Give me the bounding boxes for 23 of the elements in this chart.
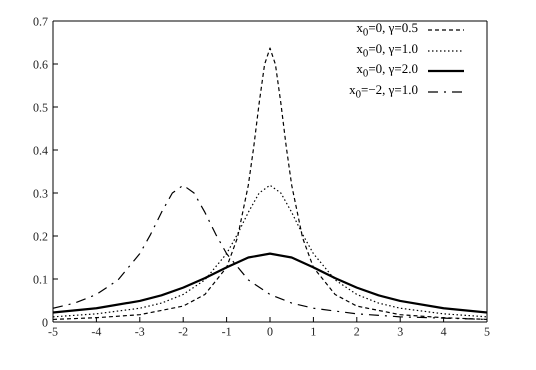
x-tick-label: -3 [134, 324, 145, 339]
y-tick-label: 0.2 [33, 229, 48, 244]
y-tick-label: 0.4 [33, 143, 48, 158]
x-tick-label: -2 [178, 324, 188, 339]
x-tick-label: 0 [267, 324, 273, 339]
y-tick-label: 0.1 [33, 272, 48, 286]
y-tick-label: 0.7 [33, 14, 48, 28]
y-tick-label: 0.5 [33, 100, 48, 114]
x-tick-label: 3 [397, 324, 404, 339]
legend-label: x$_{0}$=0, γ=2.0 [356, 61, 418, 82]
x-tick-label: -4 [91, 324, 102, 339]
x-tick-label: 2 [354, 324, 360, 339]
legend-label: x$_{0}$=−2, γ=1.0 [349, 82, 418, 102]
y-tick-label: 0 [42, 315, 48, 330]
x-tick-label: -5 [48, 324, 58, 339]
x-tick-label: 5 [484, 324, 490, 339]
y-tick-label: 0.6 [33, 57, 48, 72]
legend-label: x$_{0}$=0, γ=0.5 [356, 20, 418, 41]
x-tick-label: 1 [310, 324, 316, 339]
y-tick-label: 0.3 [33, 186, 48, 200]
x-tick-label: 4 [440, 324, 447, 339]
x-tick-label: -1 [222, 324, 232, 339]
legend-label: x$_{0}$=0, γ=1.0 [356, 40, 418, 62]
